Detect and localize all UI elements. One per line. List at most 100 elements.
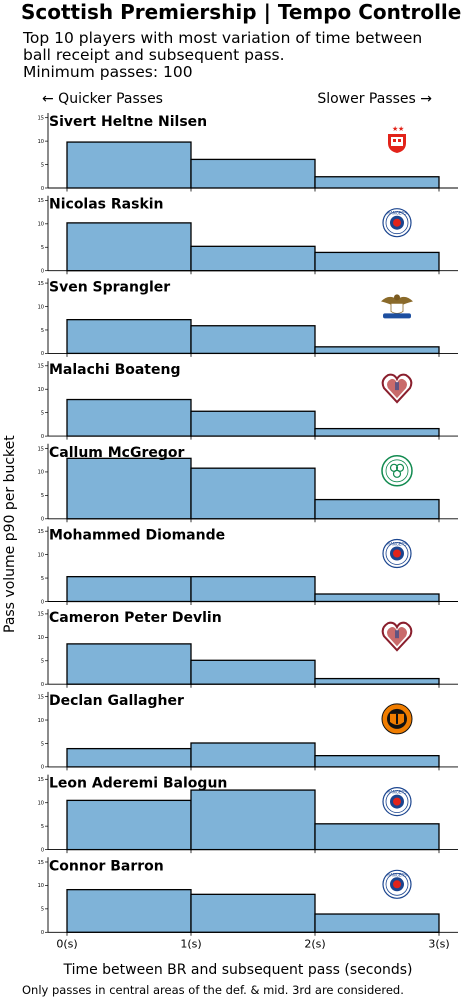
y-tick-label: 0 [41,434,44,440]
y-tick-label: 0 [41,269,44,275]
histogram-bar [314,346,440,355]
rangers-badge-icon: RANGERS [382,786,412,817]
y-tick-label: 5 [41,162,44,168]
y-tick-label: 0 [41,847,44,853]
histogram-bar [314,913,440,933]
y-tick-label: 15 [38,446,44,452]
histogram-bar [190,245,316,272]
svg-text:RANGERS: RANGERS [387,211,407,216]
chart-title: Scottish Premiership | Tempo Controllers [21,0,462,24]
y-tick-label: 5 [41,741,44,747]
y-tick-label: 10 [38,222,44,228]
player-name: Malachi Boateng [49,362,180,378]
svg-text:RANGERS: RANGERS [387,542,407,547]
y-tick-label: 10 [38,552,44,558]
rangers-badge-icon: RANGERS [382,538,412,569]
svg-text:★: ★ [392,125,398,133]
y-tick-label: 15 [38,777,44,783]
histogram-bar [66,643,192,685]
histogram-bar [190,576,316,603]
y-tick-label: 0 [41,517,44,523]
histogram-bar [66,747,192,768]
quicker-passes-label: ← Quicker Passes [42,91,163,107]
svg-text:RANGERS: RANGERS [387,872,407,877]
y-tick-label: 15 [38,529,44,535]
histogram-bar [66,141,192,189]
chart-subtitle: Top 10 players with most variation of ti… [23,29,423,81]
y-tick-label: 0 [41,186,44,192]
histogram-bar [314,427,440,437]
y-tick-label: 5 [41,328,44,334]
y-tick-label: 5 [41,824,44,830]
st-johnstone-badge-icon [381,294,413,319]
aberdeen-badge-icon: ★ ★ [388,125,406,153]
y-tick-label: 10 [38,883,44,889]
histogram-bar [66,457,192,520]
y-tick-label: 0 [41,351,44,357]
y-tick-label: 15 [38,198,44,204]
rangers-badge-icon: RANGERS [382,869,412,899]
y-tick-label: 15 [38,612,44,618]
histogram-bar [190,893,316,933]
histogram-bar [190,325,316,355]
histogram-bar [314,251,440,272]
histogram-bar [190,467,316,520]
slower-passes-label: Slower Passes → [317,91,432,107]
y-tick-label: 5 [41,907,44,913]
player-name: Declan Gallagher [49,693,184,709]
player-name: Sivert Heltne Nilsen [49,114,207,130]
player-name: Sven Sprangler [49,279,170,295]
y-tick-label: 10 [38,470,44,476]
y-tick-label: 10 [38,304,44,310]
player-name: Nicolas Raskin [49,197,164,213]
x-axis-label: Time between BR and subsequent pass (sec… [63,962,413,978]
histogram-bar [190,659,316,685]
hearts-badge-icon [381,621,413,652]
histogram-bar [66,576,192,603]
histogram-bar [190,158,316,189]
y-tick-label: 10 [38,718,44,724]
dundee-united-badge-icon [381,703,413,735]
y-tick-label: 0 [41,765,44,771]
y-tick-label: 10 [38,387,44,393]
y-tick-label: 0 [41,599,44,605]
y-tick-label: 15 [38,281,44,287]
y-tick-label: 0 [41,682,44,688]
histogram-bar [314,498,440,520]
histogram-bar [314,176,440,189]
y-tick-label: 15 [38,115,44,121]
y-tick-label: 15 [38,694,44,700]
y-tick-label: 10 [38,801,44,807]
celtic-badge-icon [381,455,413,487]
player-name: Connor Barron [49,858,164,874]
svg-text:RANGERS: RANGERS [387,790,407,795]
y-tick-label: 15 [38,364,44,370]
y-tick-label: 10 [38,635,44,641]
y-tick-label: 5 [41,245,44,251]
histogram-bar [190,789,316,851]
player-name: Leon Aderemi Balogun [49,776,227,792]
svg-text:★: ★ [398,125,404,133]
histogram-bar [66,318,192,355]
y-tick-label: 5 [41,493,44,499]
histogram-bar [314,823,440,851]
histogram-bar [66,888,192,933]
histogram-bar [314,593,440,603]
x-tick-label: 0(s) [56,937,77,950]
histogram-bar [66,222,192,272]
footnote: Only passes in central areas of the def.… [22,983,404,997]
x-tick-label: 3(s) [428,937,449,950]
y-tick-label: 5 [41,576,44,582]
y-tick-label: 5 [41,410,44,416]
x-tick-label: 1(s) [180,937,201,950]
histogram-bar [190,410,316,437]
rangers-badge-icon: RANGERS [382,208,412,238]
player-name: Cameron Peter Devlin [49,610,222,626]
y-tick-label: 5 [41,659,44,665]
histogram-bar [314,755,440,768]
player-name: Mohammed Diomande [49,528,225,544]
x-tick-label: 2(s) [304,937,325,950]
y-tick-label: 15 [38,860,44,866]
y-tick-label: 0 [41,930,44,936]
